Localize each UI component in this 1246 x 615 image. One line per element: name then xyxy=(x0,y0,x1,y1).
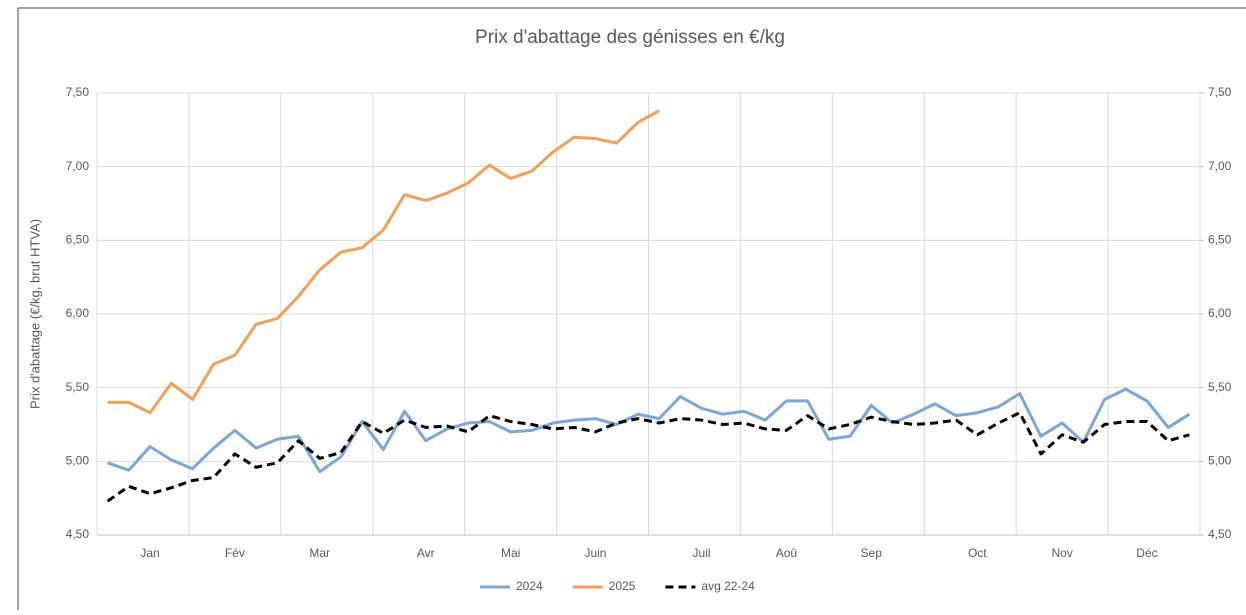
y2-tick-label: 7,00 xyxy=(1208,159,1232,173)
x-tick-label: Aoû xyxy=(776,546,797,560)
y-tick-label: 5,50 xyxy=(66,380,90,394)
y-tick-label: 7,50 xyxy=(66,85,90,99)
chart-title: Prix d'abattage des génisses en €/kg xyxy=(475,27,785,48)
y2-tick-label: 5,50 xyxy=(1208,380,1232,394)
y2-tick-label: 6,00 xyxy=(1208,306,1232,320)
x-tick-label: Mar xyxy=(309,546,330,560)
y-tick-label: 6,00 xyxy=(66,306,90,320)
y2-tick-label: 7,50 xyxy=(1208,85,1232,99)
x-tick-label: Avr xyxy=(417,546,435,560)
legend-label: 2024 xyxy=(516,579,543,593)
series-line xyxy=(107,109,660,415)
series-line xyxy=(106,411,1190,503)
x-tick-label: Mai xyxy=(501,546,520,560)
y-tick-label: 4,50 xyxy=(66,527,90,541)
y-tick-label: 6,50 xyxy=(66,233,90,247)
y-axis-label: Prix d'abattage (€/kg, brut HTVA) xyxy=(27,219,42,409)
x-tick-label: Fév xyxy=(225,546,245,560)
chart-frame xyxy=(17,7,1246,615)
y-tick-label: 5,00 xyxy=(66,454,90,468)
x-tick-label: Juin xyxy=(584,546,606,560)
legend-label: 2025 xyxy=(609,579,636,593)
x-tick-label: Nov xyxy=(1051,546,1072,560)
y2-tick-label: 4,50 xyxy=(1208,527,1232,541)
y-tick-label: 7,00 xyxy=(66,159,90,173)
x-tick-label: Jan xyxy=(140,546,159,560)
x-tick-label: Juil xyxy=(693,546,711,560)
y2-tick-label: 5,00 xyxy=(1208,454,1232,468)
y2-tick-label: 6,50 xyxy=(1208,233,1232,247)
legend-label: avg 22-24 xyxy=(701,579,755,593)
x-tick-label: Déc xyxy=(1136,546,1157,560)
x-tick-label: Oct xyxy=(968,546,987,560)
x-tick-label: Sep xyxy=(861,546,883,560)
series-line xyxy=(107,387,1191,474)
